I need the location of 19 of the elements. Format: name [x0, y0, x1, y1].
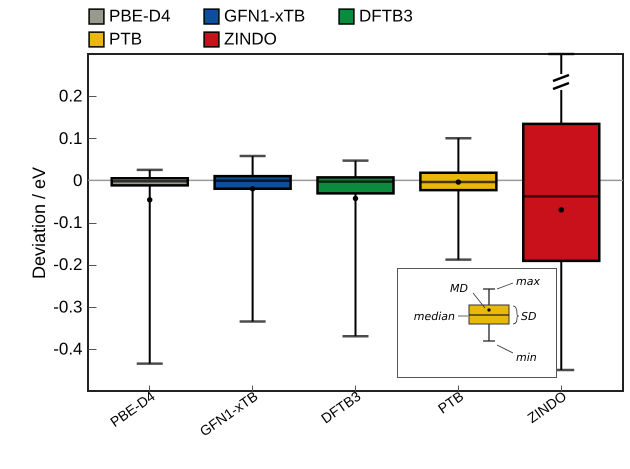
y-tick-label: -0.2 [53, 255, 82, 274]
y-tick-label: -0.1 [53, 213, 82, 232]
annotation: min [516, 351, 537, 364]
annotation: median [414, 310, 456, 323]
y-tick-label: -0.4 [53, 339, 82, 358]
y-tick-label: 0 [73, 170, 82, 190]
legend-label: ZINDO [224, 30, 277, 48]
annotation: SD [521, 310, 536, 323]
y-axis-title: Deviation / eV [29, 166, 50, 280]
y-tick-label: -0.3 [53, 297, 82, 316]
legend-label: GFN1-xTB [224, 6, 306, 26]
annotation: MD [450, 282, 468, 295]
annotation: max [516, 275, 540, 288]
x-tick-label: PTB [434, 388, 466, 417]
y-tick-label: 0.2 [58, 86, 82, 106]
y-tick-label: 0.1 [58, 128, 82, 148]
legend-label: PTB [109, 30, 142, 48]
legend-label: PBE-D4 [109, 6, 170, 26]
legend-label: DFTB3 [359, 6, 413, 26]
